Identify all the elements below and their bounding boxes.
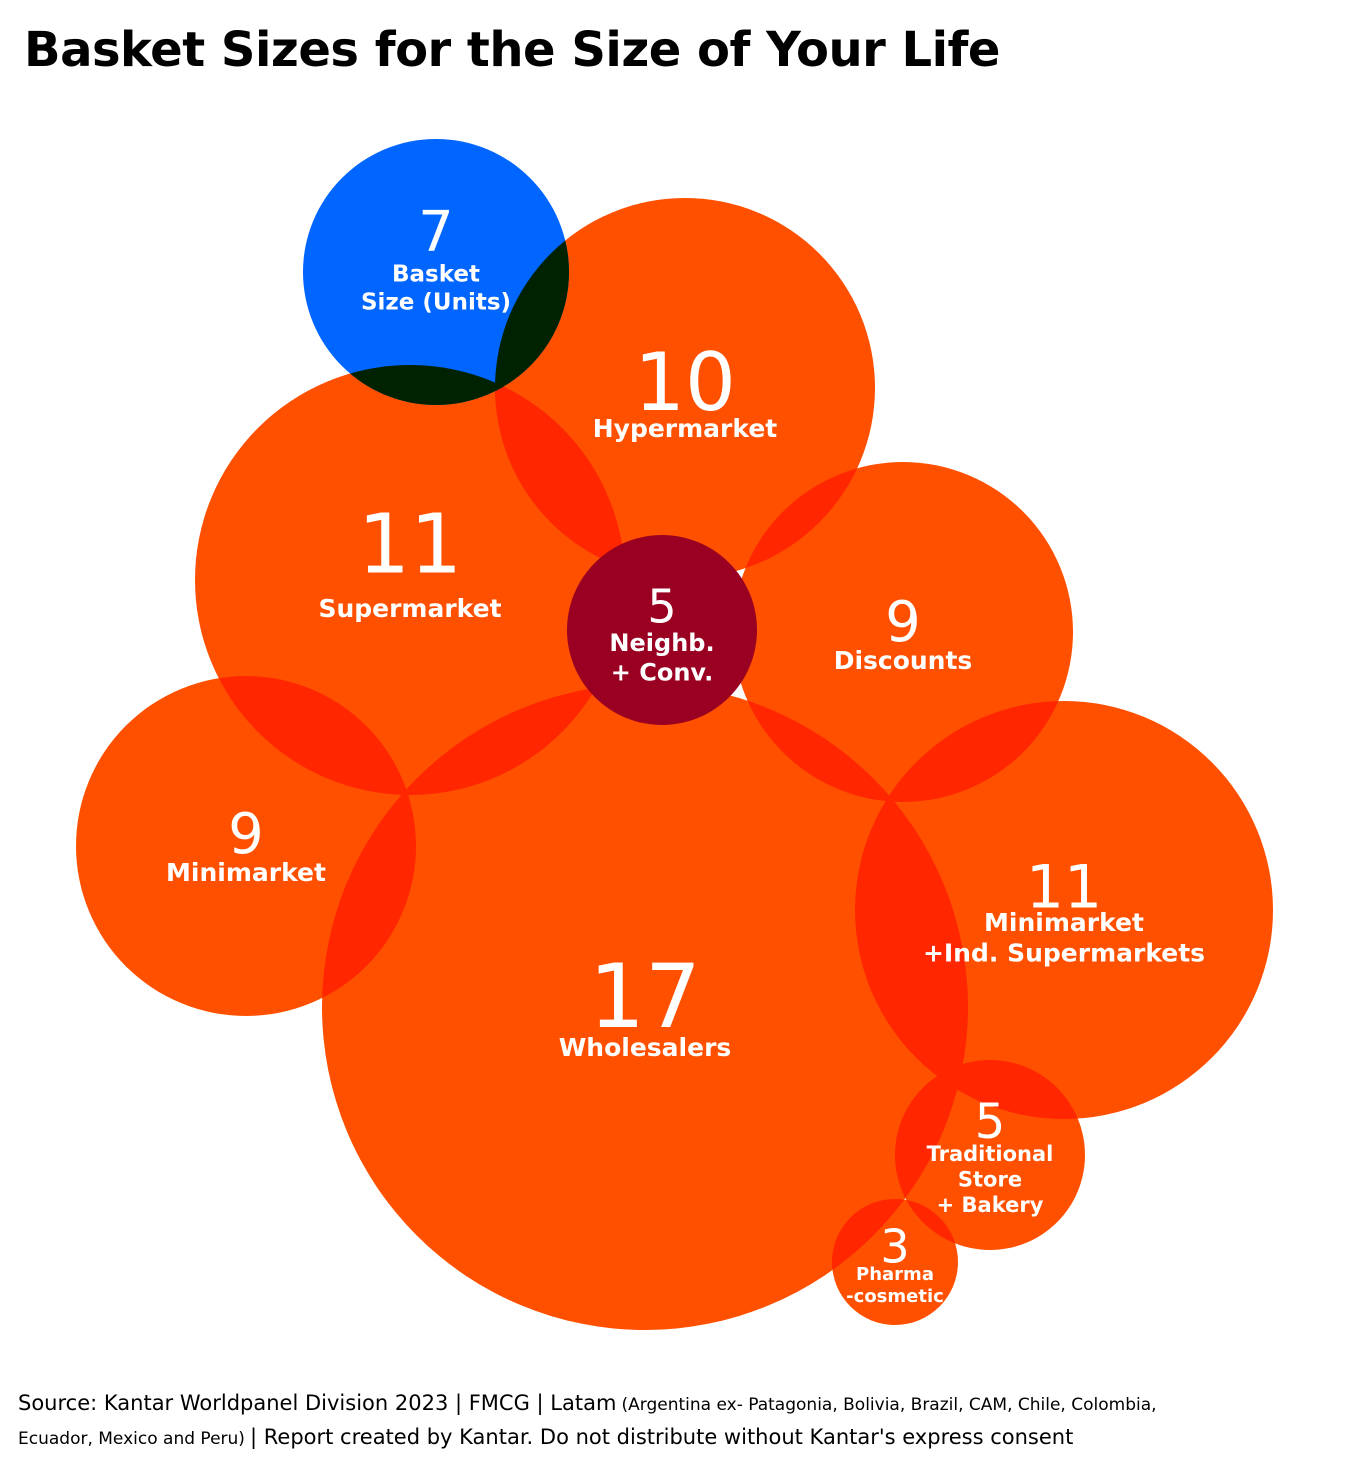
minimarket-ind-supermarkets-category-label: +Ind. Supermarkets: [923, 939, 1205, 968]
center-bubble-layer: [567, 535, 757, 725]
traditional-store-bakery-category-label: Store: [958, 1168, 1022, 1192]
minimarket-value-label: 9: [228, 802, 264, 867]
discounts-category-label: Discounts: [834, 646, 973, 675]
wholesalers-category-label: Wholesalers: [559, 1033, 732, 1062]
footer-disclaimer-text: | Report created by Kantar. Do not distr…: [250, 1425, 1074, 1449]
hypermarket-category-label: Hypermarket: [593, 414, 778, 443]
legend-layer: [303, 139, 569, 405]
minimarket-ind-supermarkets-value-label: 11: [1026, 853, 1102, 923]
pharma-cosmetic-category-label: -cosmetic: [846, 1286, 944, 1307]
traditional-store-bakery-category-label: + Bakery: [937, 1193, 1044, 1217]
neighb-conv-bubble: [567, 535, 757, 725]
discounts-value-label: 9: [885, 590, 921, 655]
legend-value-label: 7: [418, 200, 454, 265]
legend-category-label: Size (Units): [361, 290, 511, 316]
neighb-conv-category-label: Neighb.: [609, 629, 714, 657]
neighb-conv-value-label: 5: [647, 580, 676, 634]
pharma-cosmetic-value-label: 3: [880, 1220, 909, 1274]
hypermarket-value-label: 10: [634, 336, 736, 429]
neighb-conv-category-label: + Conv.: [611, 658, 713, 686]
minimarket-ind-supermarkets-category-label: Minimarket: [984, 908, 1144, 937]
overlap-lens: [195, 676, 416, 795]
overlap-lens: [495, 365, 625, 578]
supermarket-category-label: Supermarket: [318, 594, 501, 623]
pharma-cosmetic-category-label: Pharma: [856, 1264, 934, 1285]
traditional-store-bakery-category-label: Traditional: [927, 1142, 1054, 1166]
footer-line-2: Ecuador, Mexico and Peru) | Report creat…: [18, 1421, 1348, 1455]
traditional-store-bakery-value-label: 5: [975, 1094, 1006, 1150]
overlap-region: [495, 365, 625, 578]
footer-countries-text-cont: Ecuador, Mexico and Peru): [18, 1429, 245, 1449]
minimarket-category-label: Minimarket: [166, 858, 326, 887]
wholesalers-bubble: [322, 684, 968, 1330]
legend-category-label: Basket: [392, 262, 480, 288]
supermarket-value-label: 11: [358, 497, 462, 592]
overlap-region: [195, 676, 416, 795]
bubble-chart: 11Supermarket10Hypermarket9Discounts9Min…: [76, 139, 1273, 1330]
footer-source-text: Source: Kantar Worldpanel Division 2023 …: [18, 1391, 617, 1415]
chart-title: Basket Sizes for the Size of Your Life: [24, 22, 1000, 78]
footer-line-1: Source: Kantar Worldpanel Division 2023 …: [18, 1387, 1348, 1421]
footer-countries-text: (Argentina ex- Patagonia, Bolivia, Brazi…: [621, 1395, 1157, 1415]
wholesalers-value-label: 17: [589, 945, 701, 1048]
source-footer: Source: Kantar Worldpanel Division 2023 …: [18, 1387, 1348, 1455]
label-layer: 11Supermarket10Hypermarket9Discounts9Min…: [166, 200, 1205, 1307]
